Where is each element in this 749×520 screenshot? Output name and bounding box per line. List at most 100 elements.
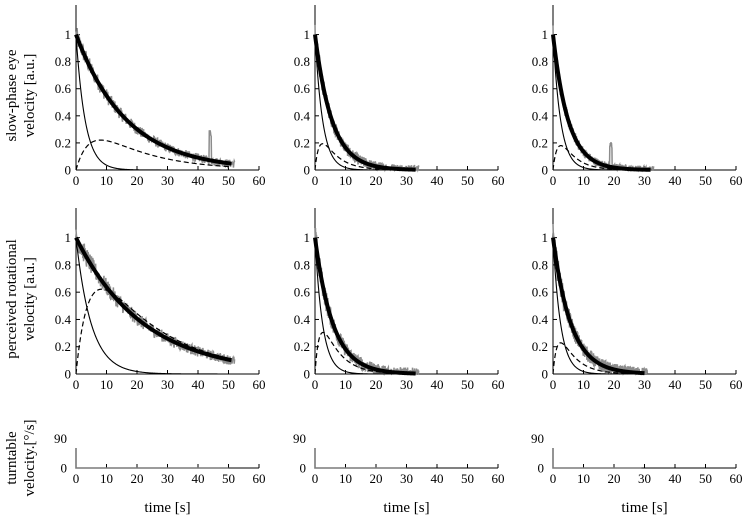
y-tick-label: 0.2 <box>55 135 71 150</box>
x-tick-label: 50 <box>699 471 712 486</box>
panel-turntable-3: 0 10 20 30 40 50 60 0 90 time [s] <box>531 431 743 516</box>
x-tick-label: 20 <box>370 377 383 392</box>
x-tick-label: 40 <box>431 173 444 188</box>
x-tick-label: 40 <box>192 471 205 486</box>
fast-component-line <box>75 237 232 375</box>
x-axis-label: time [s] <box>144 500 190 516</box>
x-tick-label: 10 <box>100 471 113 486</box>
y-tick-label: 0.4 <box>532 108 549 123</box>
x-tick-label: 20 <box>608 173 621 188</box>
x-axis-label: time [s] <box>383 500 429 516</box>
x-tick-label: 10 <box>100 377 113 392</box>
x-tick-label: 40 <box>669 173 682 188</box>
x-tick-label: 30 <box>638 173 651 188</box>
y-tick-label: 0 <box>65 163 72 178</box>
x-tick-label: 60 <box>492 471 505 486</box>
y-tick-label: 1 <box>65 27 72 42</box>
x-tick-label: 20 <box>131 173 144 188</box>
x-tick-label: 10 <box>577 377 590 392</box>
y-tick-label: 1 <box>304 27 311 42</box>
x-tick-label: 20 <box>131 377 144 392</box>
x-tick-label: 30 <box>400 173 413 188</box>
x-tick-label: 20 <box>131 471 144 486</box>
y-tick-label: 0 <box>542 367 549 382</box>
y-axis-label: perceived rotational velocity [a.u.] <box>4 239 38 359</box>
x-tick-label: 10 <box>100 173 113 188</box>
x-tick-label: 10 <box>339 377 352 392</box>
panel-eye-3: 0 10 20 30 40 50 60 0 0.2 0.4 0.6 0.8 1 <box>532 5 743 188</box>
y-tick-label: 1 <box>542 27 549 42</box>
y-tick-label: 0 <box>65 367 72 382</box>
y-tick-label: 0.8 <box>532 257 548 272</box>
y-tick-label: 0 <box>304 163 311 178</box>
x-tick-label: 60 <box>253 173 266 188</box>
x-tick-label: 40 <box>192 173 205 188</box>
model-fit-line <box>551 34 651 172</box>
y-tick-label: 90 <box>54 431 67 446</box>
x-tick-label: 30 <box>638 471 651 486</box>
y-tick-label: 1 <box>65 230 72 245</box>
slow-component-dashed-line <box>314 331 416 375</box>
y-tick-label: 1 <box>304 230 311 245</box>
panel-percept-1: 0 10 20 30 40 50 60 0 0.2 0.4 0.6 0.8 1 perceived rot… <box>4 208 266 392</box>
x-tick-label: 20 <box>608 377 621 392</box>
y-tick-label: 90 <box>531 431 544 446</box>
x-tick-label: 0 <box>73 173 80 188</box>
y-tick-label: 0 <box>542 163 549 178</box>
fast-component-line <box>75 34 232 171</box>
y-tick-label: 0 <box>61 461 68 476</box>
x-tick-label: 10 <box>339 471 352 486</box>
x-tick-label: 50 <box>222 377 235 392</box>
x-tick-label: 60 <box>253 471 266 486</box>
y-axis-label: turntable velocity.[°/s] <box>4 419 38 496</box>
x-tick-label: 40 <box>669 471 682 486</box>
panel-eye-1: 0 10 20 30 40 50 60 0 0.2 0.4 0.6 0.8 1 slow-phase ey… <box>4 5 266 188</box>
x-tick-label: 20 <box>370 173 383 188</box>
x-tick-label: 30 <box>400 377 413 392</box>
panel-percept-2: 0 10 20 30 40 50 60 0 0.2 0.4 0.6 0.8 1 <box>294 208 505 392</box>
x-tick-label: 10 <box>577 173 590 188</box>
panel-turntable-2: 0 10 20 30 40 50 60 0 90 time [s] <box>293 431 505 516</box>
x-tick-label: 50 <box>222 173 235 188</box>
y-tick-label: 0.2 <box>294 339 310 354</box>
x-tick-label: 0 <box>312 173 319 188</box>
y-tick-label: 0 <box>304 367 311 382</box>
model-fit-line <box>551 237 645 376</box>
y-tick-label: 0.4 <box>294 108 311 123</box>
y-tick-label: 0.8 <box>294 257 310 272</box>
y-tick-label: 0.6 <box>532 81 549 96</box>
x-tick-label: 0 <box>312 377 319 392</box>
y-tick-label: 0.8 <box>55 257 71 272</box>
fast-component-line <box>314 237 416 375</box>
y-tick-label: 0.8 <box>55 54 71 69</box>
y-tick-label: 0.6 <box>532 285 549 300</box>
y-tick-label: 0.6 <box>294 285 311 300</box>
y-tick-label: 0.2 <box>532 135 548 150</box>
x-tick-label: 60 <box>730 471 743 486</box>
x-tick-label: 20 <box>608 471 621 486</box>
x-tick-label: 0 <box>550 377 557 392</box>
x-tick-label: 30 <box>161 471 174 486</box>
model-fit-line <box>313 237 416 376</box>
x-tick-label: 40 <box>192 377 205 392</box>
turntable-velocity-line <box>75 448 229 469</box>
x-tick-label: 50 <box>461 377 474 392</box>
x-tick-label: 40 <box>431 377 444 392</box>
x-tick-label: 40 <box>431 471 444 486</box>
y-tick-label: 0.4 <box>55 108 72 123</box>
x-tick-label: 50 <box>461 173 474 188</box>
y-tick-label: 0.4 <box>55 312 72 327</box>
y-tick-label: 0.6 <box>55 81 72 96</box>
raw-data-trace <box>552 25 655 173</box>
x-tick-label: 30 <box>161 173 174 188</box>
y-tick-label: 0.6 <box>55 285 72 300</box>
raw-data-trace <box>75 27 236 170</box>
slow-component-dashed-line <box>75 288 232 375</box>
y-axis-label: slow-phase eye velocity [a.u.] <box>4 49 38 141</box>
raw-data-trace <box>75 229 236 365</box>
y-tick-label: 0.2 <box>532 339 548 354</box>
y-tick-label: 0.8 <box>294 54 310 69</box>
x-tick-label: 0 <box>312 471 319 486</box>
model-fit-line <box>74 33 232 166</box>
model-fit-line <box>313 34 416 172</box>
